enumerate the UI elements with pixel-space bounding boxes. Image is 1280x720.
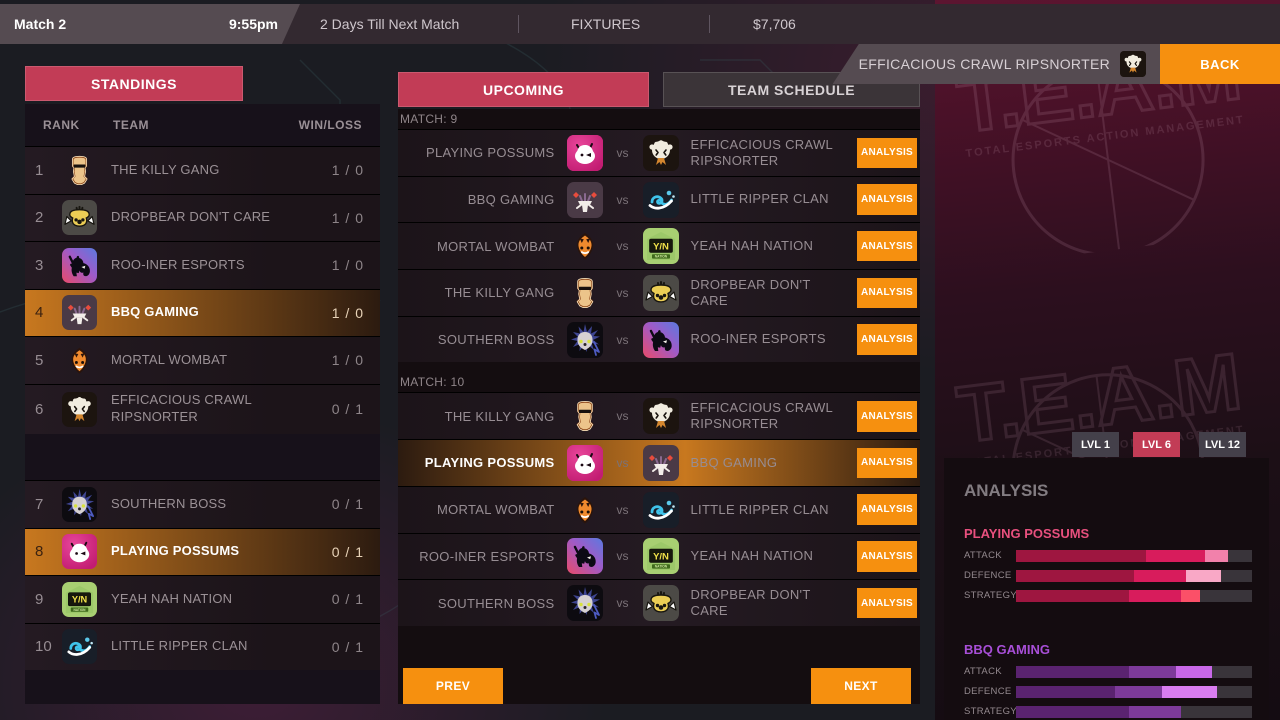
svg-text:Y/N: Y/N xyxy=(72,594,88,604)
svg-text:Y/N: Y/N xyxy=(653,242,669,253)
svg-text:Y/N: Y/N xyxy=(653,552,669,563)
svg-text:NATION: NATION xyxy=(654,565,667,569)
svg-text:NATION: NATION xyxy=(74,608,87,612)
svg-text:NATION: NATION xyxy=(654,255,667,259)
